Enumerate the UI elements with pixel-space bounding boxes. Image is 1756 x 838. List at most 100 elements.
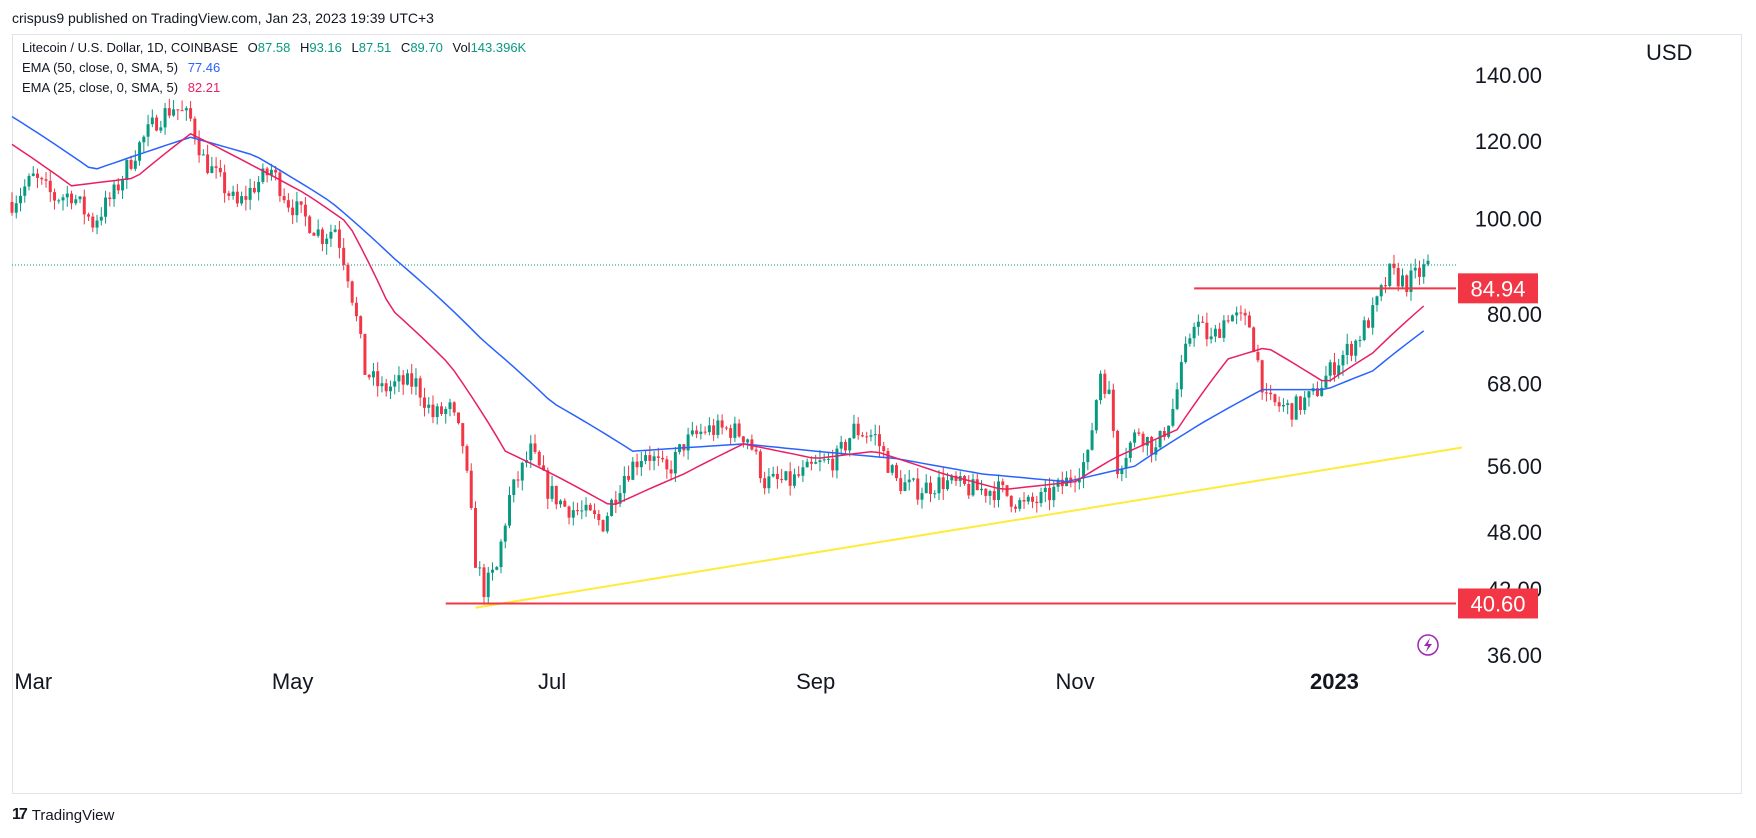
candle-body <box>669 469 673 474</box>
candle-body <box>367 374 371 378</box>
candle-body <box>1303 397 1307 410</box>
candle-body <box>116 184 120 191</box>
candle-body <box>265 168 269 176</box>
candle-body <box>1090 430 1094 450</box>
candle-body <box>40 177 44 180</box>
candle-body <box>1345 343 1349 355</box>
candle-body <box>342 247 346 265</box>
candle-body <box>661 457 665 460</box>
candle-body <box>1018 500 1022 509</box>
candle-body <box>648 455 652 461</box>
ohlc-high-value: 93.16 <box>309 40 342 55</box>
candle-body <box>1005 485 1009 496</box>
candle-body <box>1107 389 1111 394</box>
candle-body <box>474 507 477 568</box>
candle-body <box>950 475 954 481</box>
legend-ema25-row[interactable]: EMA (25, close, 0, SMA, 5) 82.21 <box>22 80 220 95</box>
candle-body <box>1269 392 1273 395</box>
level-label: 40.60 <box>1470 591 1525 616</box>
candle-body <box>1294 396 1298 420</box>
candle-body <box>235 191 239 204</box>
candle-body <box>729 428 733 438</box>
candle-body <box>499 541 503 568</box>
ohlc-volume-key: Vol <box>452 40 471 55</box>
candle-body <box>1273 394 1277 403</box>
candle-body <box>720 420 724 428</box>
candle-body <box>121 180 125 191</box>
candle-body <box>1332 362 1336 375</box>
candle-body <box>1218 328 1222 338</box>
candle-body <box>1014 506 1018 509</box>
candle-body <box>329 231 333 239</box>
ohlc-close-key: C <box>400 40 411 55</box>
candle-body <box>699 431 703 434</box>
legend-ema50-row[interactable]: EMA (50, close, 0, SMA, 5) 77.46 <box>22 60 220 75</box>
candle-body <box>231 191 235 196</box>
candle-body <box>104 197 108 217</box>
candle-body <box>248 187 252 200</box>
candle-body <box>1281 404 1285 407</box>
candle-body <box>346 264 350 282</box>
candle-body <box>508 495 512 526</box>
candle-body <box>312 232 316 236</box>
candle-body <box>737 423 741 437</box>
ohlc-high: H93.16 <box>300 40 342 55</box>
candle-body <box>65 193 69 198</box>
candle-body <box>920 493 924 500</box>
candle-body <box>397 375 401 382</box>
candle-body <box>1201 321 1205 323</box>
candle-body <box>1252 327 1256 352</box>
candle-body <box>448 402 452 409</box>
candle-body <box>707 425 711 433</box>
candle-body <box>1222 320 1226 338</box>
candle-body <box>580 510 584 512</box>
candle-body <box>1039 492 1043 504</box>
candle-body <box>112 184 116 200</box>
candle-body <box>767 476 771 489</box>
candle-body <box>1226 320 1230 322</box>
candle-body <box>758 451 762 479</box>
candle-body <box>780 479 784 481</box>
tradingview-brand: TradingView <box>31 806 115 824</box>
candle-body <box>1422 264 1426 277</box>
candle-body <box>1052 486 1056 501</box>
candle-body <box>363 333 367 375</box>
candle-body <box>495 567 499 570</box>
candle-body <box>36 173 40 178</box>
candle-body <box>1162 431 1166 437</box>
lightning-icon <box>1424 638 1432 652</box>
candle-body <box>1184 343 1188 363</box>
candle-body <box>359 316 363 334</box>
candle-body <box>1120 468 1124 475</box>
candle-body <box>911 478 915 480</box>
candle-body <box>299 201 303 205</box>
candle-body <box>886 451 890 473</box>
x-tick-label: Nov <box>1056 669 1095 694</box>
candle-body <box>1137 432 1141 434</box>
candle-body <box>741 436 745 443</box>
candle-body <box>1366 320 1370 328</box>
candle-body <box>843 441 847 451</box>
candle-body <box>1230 315 1234 322</box>
candle-body <box>1235 312 1239 316</box>
candle-body <box>907 479 911 483</box>
candle-body <box>427 404 431 408</box>
candle-body <box>218 167 222 173</box>
symbol-title[interactable]: Litecoin / U.S. Dollar, 1D, COINBASE <box>22 40 239 55</box>
candle-body <box>801 467 805 476</box>
candle-body <box>1349 343 1353 356</box>
candle-body <box>27 175 31 187</box>
candle-body <box>1298 396 1302 410</box>
candle-body <box>1103 373 1107 394</box>
candle-body <box>380 383 384 387</box>
candle-body <box>282 196 286 201</box>
candle-body <box>1175 389 1179 409</box>
candle-body <box>354 302 358 317</box>
footer-brand[interactable]: 17 TradingView <box>12 806 114 824</box>
candle-body <box>894 465 898 479</box>
candle-body <box>469 470 473 508</box>
candle-body <box>491 569 494 573</box>
candle-body <box>70 193 74 204</box>
lightning-icon <box>1417 634 1439 656</box>
